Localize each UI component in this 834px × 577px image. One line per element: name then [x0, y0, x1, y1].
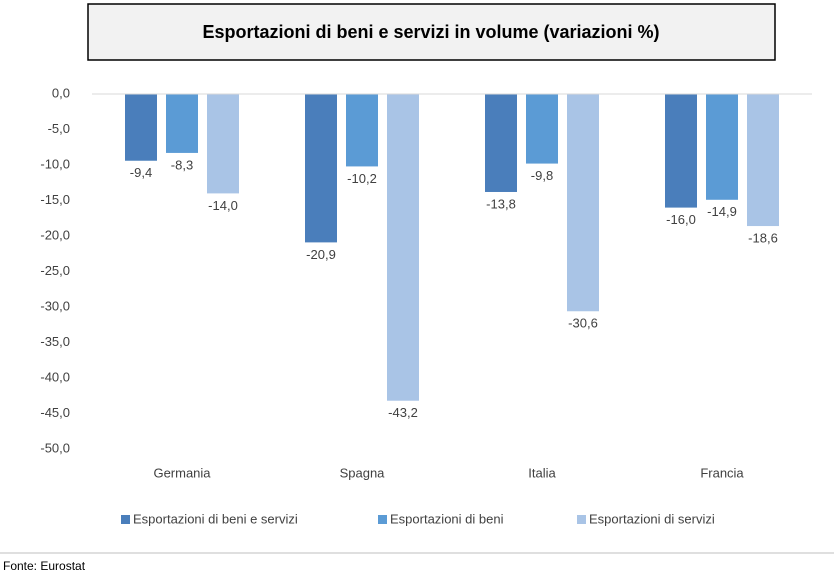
value-label: -9,8 [531, 168, 553, 183]
y-tick-label: -10,0 [40, 156, 70, 171]
x-tick-label: Francia [700, 465, 744, 480]
value-label: -14,0 [208, 198, 238, 213]
x-tick-label: Italia [528, 465, 556, 480]
legend-label: Esportazioni di beni [390, 511, 504, 526]
legend-swatch [378, 515, 387, 524]
x-tick-label: Germania [153, 465, 211, 480]
bar [747, 94, 779, 227]
legend-swatch [577, 515, 586, 524]
y-tick-label: -15,0 [40, 192, 70, 207]
bar [305, 94, 337, 243]
x-tick-label: Spagna [340, 465, 386, 480]
bar [567, 94, 599, 312]
chart-title: Esportazioni di beni e servizi in volume… [202, 22, 659, 42]
y-tick-label: -30,0 [40, 298, 70, 313]
legend-swatch [121, 515, 130, 524]
value-label: -20,9 [306, 247, 336, 262]
legend-label: Esportazioni di beni e servizi [133, 511, 298, 526]
value-label: -43,2 [388, 405, 418, 420]
value-label: -30,6 [568, 316, 598, 331]
y-tick-label: -5,0 [48, 121, 70, 136]
title-box [87, 3, 776, 61]
source: Fonte: Eurostat [3, 559, 86, 573]
y-tick-label: -20,0 [40, 227, 70, 242]
bar [207, 94, 239, 194]
value-label: -10,2 [347, 171, 377, 186]
value-label: -14,9 [707, 204, 737, 219]
bar [665, 94, 697, 208]
bar [387, 94, 419, 401]
bar [485, 94, 517, 192]
y-tick-label: -45,0 [40, 405, 70, 420]
y-tick-label: -35,0 [40, 334, 70, 349]
value-label: -9,4 [130, 165, 152, 180]
bar [526, 94, 558, 164]
value-label: -18,6 [748, 230, 778, 245]
bar [166, 94, 198, 153]
bar [125, 94, 157, 161]
bar [706, 94, 738, 200]
value-label: -16,0 [666, 212, 696, 227]
value-label: -8,3 [171, 157, 193, 172]
bar [346, 94, 378, 167]
y-tick-label: -40,0 [40, 369, 70, 384]
y-tick-label: -25,0 [40, 263, 70, 278]
y-tick-label: 0,0 [52, 85, 70, 100]
y-tick-label: -50,0 [40, 440, 70, 455]
legend-label: Esportazioni di servizi [589, 511, 715, 526]
value-label: -13,8 [486, 196, 516, 211]
